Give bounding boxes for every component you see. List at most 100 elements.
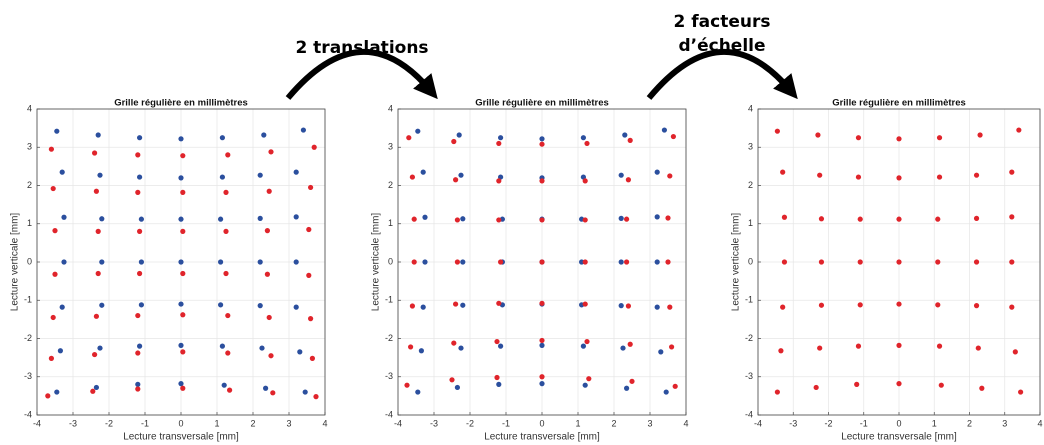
y-tick-label: -3 [385,371,393,381]
y-tick-label: 1 [748,218,753,228]
point [654,214,660,220]
y-tick-label: 0 [27,256,32,266]
point [45,393,51,399]
x-tick-label: 1 [575,418,580,428]
y-tick-label: -2 [745,333,753,343]
point [539,259,545,265]
point [780,304,786,310]
point [973,215,980,221]
point [665,215,671,221]
y-tick-label: -1 [24,295,32,305]
point [54,389,60,395]
point [896,175,902,181]
point [973,172,980,178]
point [257,172,263,178]
point [498,343,504,349]
point [135,189,141,195]
point [137,174,143,180]
point [977,132,983,138]
point [458,172,464,178]
y-tick-label: 4 [388,103,393,113]
point [99,216,105,222]
point [227,387,233,393]
point [582,259,588,265]
point [137,135,143,141]
point [453,301,459,307]
point [896,216,902,222]
point [817,172,823,178]
point [266,314,272,321]
point [654,304,660,310]
point [818,302,825,308]
point [308,184,314,191]
point [259,345,265,351]
point [936,343,943,349]
point [218,302,224,308]
point [1016,127,1022,133]
point [973,259,980,265]
x-tick-label: 4 [1037,418,1042,428]
x-axis-label: Lecture transversale [mm] [484,432,600,443]
point [579,259,585,265]
point [221,382,227,388]
y-tick-label: 2 [748,180,753,190]
point [935,259,941,265]
point [935,302,941,308]
point [138,259,144,265]
point [781,214,788,220]
point [93,188,99,194]
point [665,259,671,265]
point [180,189,186,195]
x-tick-label: -3 [430,418,438,428]
point [460,302,466,308]
point [817,345,823,351]
point [582,178,588,184]
point [415,389,421,395]
point [268,353,274,359]
y-tick-label: 3 [27,142,32,152]
point [97,172,103,178]
point [50,185,56,192]
point [624,385,630,391]
point [257,259,263,265]
point [50,314,56,321]
point [302,389,308,395]
point [854,381,860,387]
point [411,216,417,222]
point [306,272,312,278]
point [855,343,862,349]
point [618,259,624,265]
point [219,343,225,349]
point [409,303,415,309]
point [539,342,545,348]
point [420,304,426,310]
point [781,259,788,265]
point [460,259,466,265]
point [539,300,545,306]
point [48,146,55,152]
point [496,381,502,387]
point [624,259,630,265]
point [408,344,414,350]
x-tick-label: 0 [896,418,901,428]
point [539,136,545,142]
point [938,382,944,388]
point [135,312,141,319]
point [618,172,624,178]
point [582,301,588,307]
point [411,259,417,265]
point [306,226,312,233]
point [137,343,143,349]
x-tick-label: 2 [611,418,616,428]
point [778,348,784,354]
x-axis-label: Lecture transversale [mm] [123,432,239,443]
point [667,173,673,179]
point [178,342,184,348]
point [225,312,231,319]
point [61,259,67,265]
point [135,381,141,387]
point [979,385,985,391]
y-tick-label: -3 [745,371,753,381]
point [180,270,186,277]
point [936,135,943,141]
